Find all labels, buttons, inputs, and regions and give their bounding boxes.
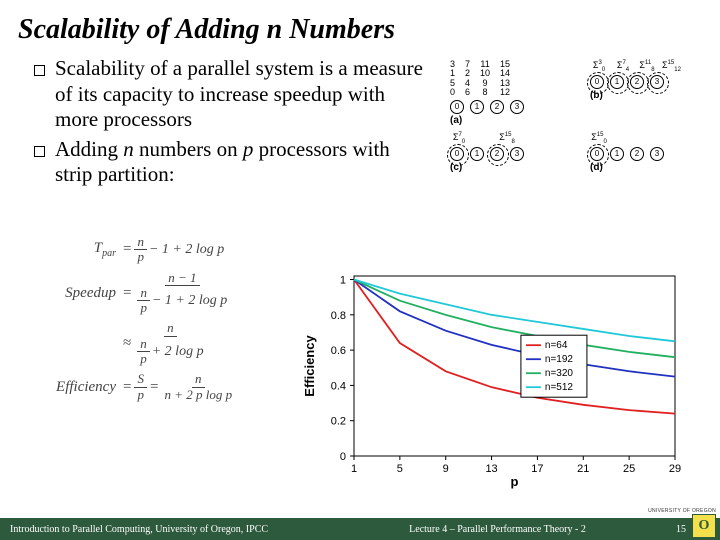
svg-text:n=192: n=192 [545,354,574,365]
svg-text:9: 9 [443,463,449,475]
svg-text:1: 1 [351,463,357,475]
svg-text:0.2: 0.2 [331,416,346,428]
bullet-square-icon [34,65,45,76]
svg-text:21: 21 [577,463,589,475]
svg-text:29: 29 [669,463,681,475]
slide-footer: Introduction to Parallel Computing, Univ… [0,518,720,540]
oregon-logo-icon: O [692,514,716,538]
svg-text:0.8: 0.8 [331,310,346,322]
svg-text:1: 1 [340,275,346,287]
formula-speedup-approx: ≈ n np + 2 log p [42,321,282,366]
svg-text:17: 17 [531,463,543,475]
svg-text:n=512: n=512 [545,382,574,393]
bullet-square-icon [34,146,45,157]
svg-text:n=320: n=320 [545,368,574,379]
formula-efficiency: Efficiency = Sp = nn + 2 p log p [42,372,282,402]
footer-left: Introduction to Parallel Computing, Univ… [0,524,335,535]
svg-text:Efficiency: Efficiency [302,335,317,397]
bullet-text: Adding n numbers on p processors with st… [55,137,425,188]
svg-text:p: p [511,474,519,489]
reduction-diagram: 31507246111098151413120123(a)Σ30Σ74Σ118Σ… [450,60,710,179]
formula-tpar: Tpar = np − 1 + 2 log p [42,235,282,265]
slide-title: Scalability of Adding n Numbers [0,0,720,46]
svg-text:5: 5 [397,463,403,475]
svg-text:0: 0 [340,451,346,463]
formula-speedup: Speedup = n − 1 np − 1 + 2 log p [42,271,282,316]
efficiency-chart: 1 5 9 13 17 21 25 29 0 0.2 0.4 0.6 0.8 1 p Efficiency n=… [300,268,685,490]
svg-text:25: 25 [623,463,635,475]
bullet-text: Scalability of a parallel system is a me… [55,56,425,133]
footer-center: Lecture 4 – Parallel Performance Theory … [335,524,660,535]
svg-text:0.6: 0.6 [331,345,346,357]
svg-text:0.4: 0.4 [331,380,346,392]
formula-block: Tpar = np − 1 + 2 log p Speedup = n − 1 … [42,235,282,408]
svg-text:13: 13 [485,463,497,475]
svg-text:n=64: n=64 [545,340,568,351]
